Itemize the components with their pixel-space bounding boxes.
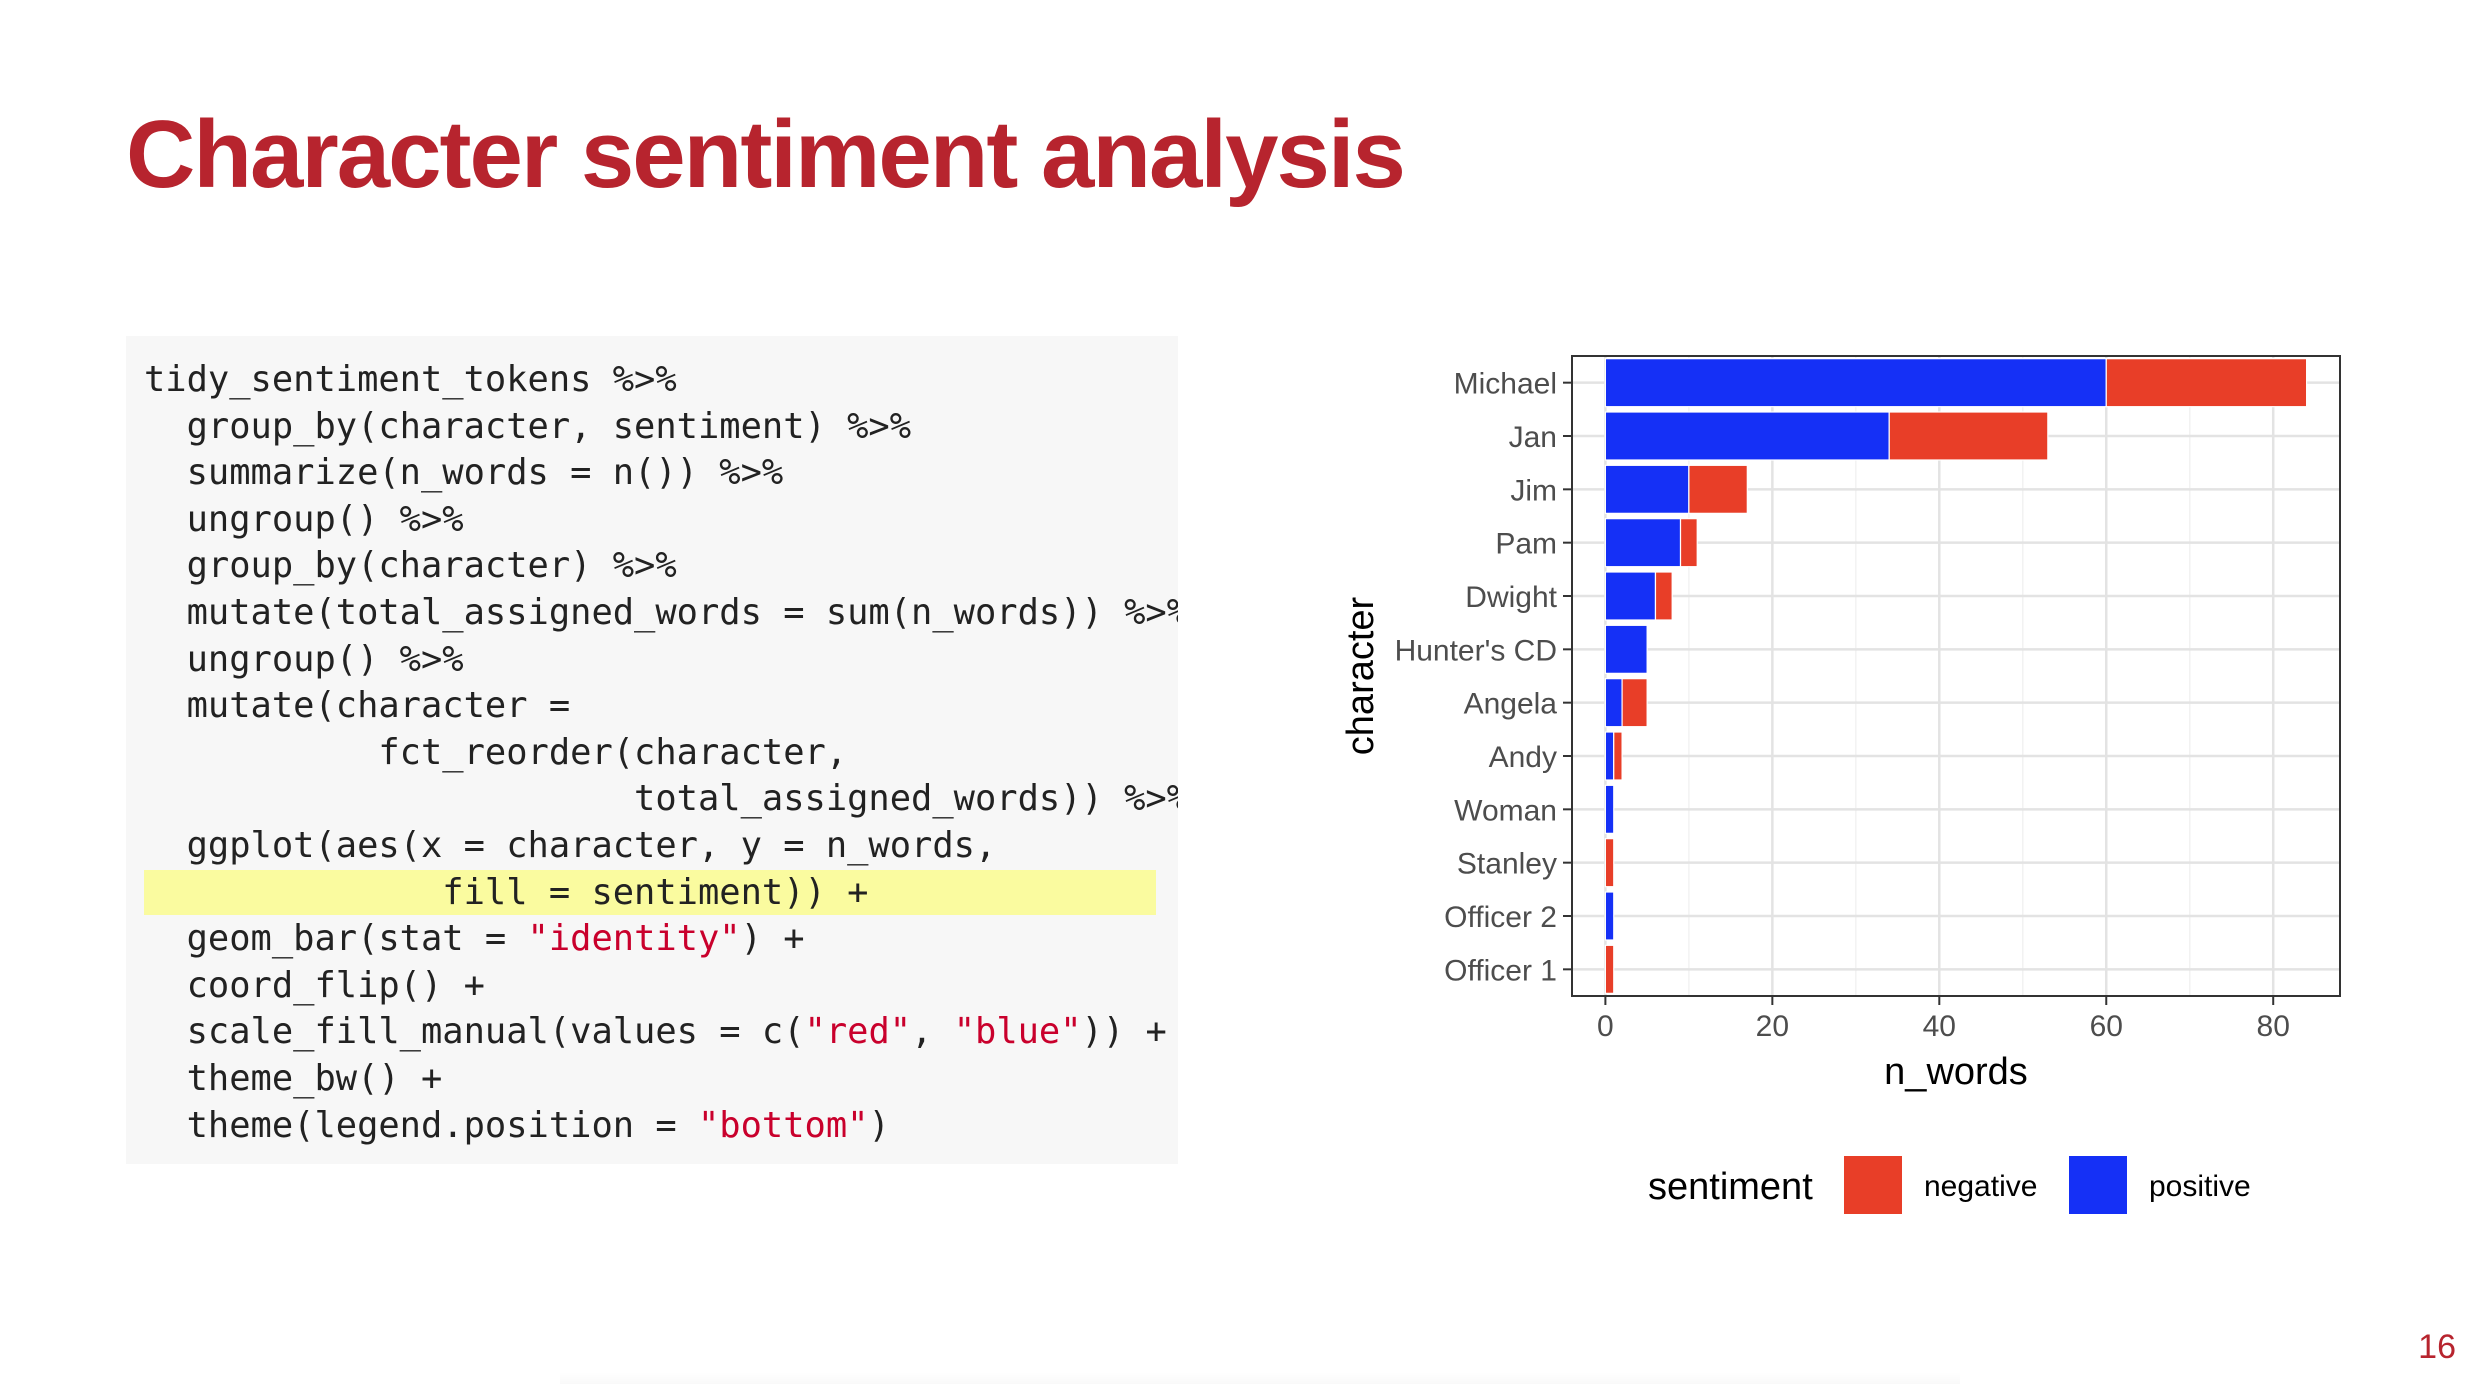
y-tick-label: Pam — [1495, 528, 1557, 561]
code-text: fill = sentiment)) + — [144, 871, 869, 913]
code-line: mutate(character = — [144, 682, 571, 729]
sentiment-bar-chart: Michael Jan Jim Pam Dwight Hunter's CD Angela A… — [1340, 355, 2341, 1214]
y-tick-label: Woman — [1454, 794, 1557, 827]
x-tick-label: 80 — [2257, 1010, 2290, 1043]
code-line: ungroup() %>% — [144, 636, 464, 683]
code-line: group_by(character, sentiment) %>% — [144, 403, 911, 450]
code-line: theme_bw() + — [144, 1055, 443, 1102]
bar-positive — [1604, 784, 1615, 834]
code-text: mutate(character = — [144, 685, 571, 727]
code-line: coord_flip() + — [144, 962, 485, 1009]
bar-negative — [1621, 678, 1648, 728]
bar-positive — [1604, 624, 1648, 674]
code-text: geom_bar(stat = — [144, 918, 528, 960]
x-tick-label: 20 — [1756, 1010, 1789, 1043]
y-axis-label: character — [1340, 596, 1382, 755]
x-axis: 0 20 40 60 80 — [1597, 996, 2290, 1043]
code-line: theme(legend.position = "bottom") — [144, 1102, 890, 1149]
chart-legend: sentiment negative positive — [1648, 1156, 2251, 1214]
chart-grid — [1572, 356, 2340, 996]
y-tick-label: Andy — [1489, 741, 1557, 774]
x-axis-label: n_words — [1884, 1051, 2028, 1093]
bar-positive — [1604, 678, 1623, 728]
legend-title: sentiment — [1648, 1166, 1813, 1208]
code-line: ggplot(aes(x = character, y = n_words, — [144, 822, 997, 869]
legend-key-negative — [1844, 1156, 1902, 1214]
bar-positive — [1604, 571, 1657, 621]
y-tick-label: Jim — [1510, 474, 1557, 507]
chart-panel-border — [1571, 355, 2341, 997]
chart-bars — [1604, 358, 2308, 994]
code-text: coord_flip() + — [144, 964, 485, 1006]
bar-negative — [1888, 411, 2049, 461]
code-line: scale_fill_manual(values = c("red", "blu… — [144, 1008, 1167, 1055]
bar-positive — [1604, 731, 1615, 781]
bar-negative — [2105, 358, 2308, 408]
code-string: "blue" — [953, 1011, 1082, 1053]
x-tick-label: 40 — [1923, 1010, 1956, 1043]
code-line: tidy_sentiment_tokens %>% — [144, 356, 677, 403]
y-tick-label: Stanley — [1457, 848, 1557, 881]
code-line-highlight — [144, 869, 1156, 915]
code-block: tidy_sentiment_tokens %>% group_by(chara… — [126, 336, 1178, 1164]
code-string: "red" — [804, 1011, 912, 1053]
legend-label: positive — [2149, 1170, 2251, 1203]
code-line: ungroup() %>% — [144, 496, 464, 543]
page-bottom-shadow — [560, 1372, 1960, 1384]
code-text: ungroup() %>% — [144, 638, 464, 680]
y-axis: Michael Jan Jim Pam Dwight Hunter's CD Angela A… — [1395, 368, 1572, 987]
y-tick-label: Michael — [1454, 368, 1557, 401]
bar-positive — [1604, 411, 1890, 461]
code-line: group_by(character) %>% — [144, 542, 677, 589]
legend-key-positive — [2069, 1156, 2127, 1214]
code-text: ) — [868, 1104, 890, 1146]
chart-panel-background — [1572, 356, 2340, 996]
y-tick-label: Angela — [1464, 688, 1558, 721]
y-tick-label: Dwight — [1465, 581, 1557, 614]
code-string: "identity" — [527, 918, 741, 960]
bar-positive — [1604, 891, 1615, 941]
slide-title: Character sentiment analysis — [126, 101, 1406, 208]
page-number: 16 — [2418, 1328, 2456, 1366]
code-text: fct_reorder(character, — [144, 731, 848, 773]
code-text: tidy_sentiment_tokens %>% — [144, 359, 677, 400]
bar-negative — [1654, 571, 1673, 621]
x-tick-label: 60 — [2090, 1010, 2123, 1043]
code-text: theme_bw() + — [144, 1058, 443, 1099]
code-text: )) + — [1081, 1011, 1167, 1053]
code-text: ungroup() %>% — [144, 498, 464, 540]
code-text: , — [911, 1011, 954, 1053]
code-line: fct_reorder(character, — [144, 729, 847, 776]
code-text: ) + — [740, 918, 805, 960]
code-text: group_by(character) %>% — [144, 545, 677, 587]
code-line: geom_bar(stat = "identity") + — [144, 915, 805, 962]
legend-label: negative — [1924, 1170, 2037, 1203]
bar-negative — [1679, 518, 1698, 568]
code-text: group_by(character, sentiment) %>% — [144, 405, 912, 447]
bar-negative — [1613, 731, 1623, 781]
code-line: mutate(total_assigned_words = sum(n_word… — [144, 589, 1178, 636]
bar-positive — [1604, 358, 2107, 408]
y-tick-label: Hunter's CD — [1395, 634, 1557, 667]
x-tick-label: 0 — [1597, 1010, 1614, 1043]
y-tick-label: Jan — [1509, 421, 1557, 454]
bar-negative — [1604, 838, 1615, 888]
y-tick-label: Officer 2 — [1444, 901, 1557, 934]
code-text: total_assigned_words)) %>% — [144, 778, 1178, 820]
code-text: mutate(total_assigned_words = sum(n_word… — [144, 592, 1178, 633]
code-text: ggplot(aes(x = character, y = n_words, — [144, 825, 997, 866]
code-line: summarize(n_words = n()) %>% — [144, 449, 784, 496]
bar-negative — [1688, 464, 1748, 514]
bar-positive — [1604, 464, 1690, 514]
code-line: total_assigned_words)) %>% — [144, 775, 1178, 822]
y-tick-label: Officer 1 — [1444, 954, 1557, 987]
code-text: summarize(n_words = n()) %>% — [144, 452, 784, 494]
bar-negative — [1604, 944, 1615, 994]
code-string: "bottom" — [697, 1104, 869, 1146]
code-text: scale_fill_manual(values = c( — [144, 1011, 805, 1053]
code-line: fill = sentiment)) + — [144, 869, 868, 916]
bar-positive — [1604, 518, 1682, 568]
code-text: theme(legend.position = — [144, 1104, 698, 1146]
